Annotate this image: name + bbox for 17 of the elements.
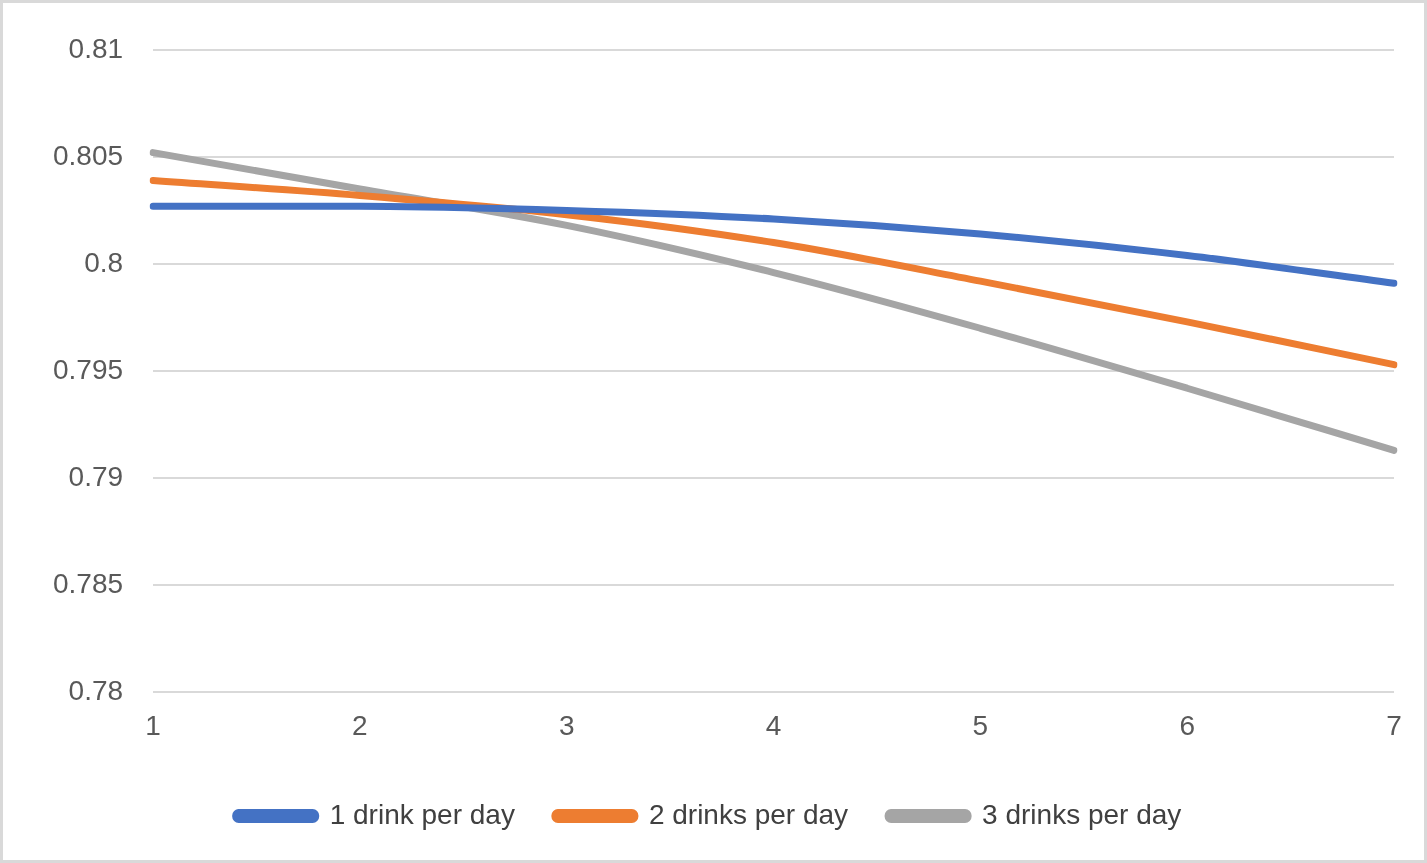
y-tick-label: 0.795 bbox=[52, 353, 124, 385]
x-tick-label: 7 bbox=[1386, 709, 1402, 741]
x-tick-label: 4 bbox=[765, 709, 782, 741]
legend-label: 1 drink per day bbox=[329, 798, 515, 830]
y-tick-label: 0.8 bbox=[84, 246, 124, 278]
x-tick-label: 1 bbox=[145, 709, 161, 741]
y-tick-label: 0.785 bbox=[52, 568, 124, 600]
legend-label: 2 drinks per day bbox=[648, 798, 849, 830]
x-tick-label: 5 bbox=[972, 709, 989, 741]
legend-label: 3 drinks per day bbox=[982, 798, 1182, 830]
x-tick-label: 2 bbox=[352, 709, 368, 741]
y-tick-label: 0.79 bbox=[68, 460, 124, 492]
y-tick-label: 0.78 bbox=[68, 675, 124, 707]
x-tick-label: 3 bbox=[558, 709, 575, 741]
y-tick-label: 0.81 bbox=[68, 32, 124, 64]
x-tick-label: 6 bbox=[1179, 709, 1195, 741]
y-tick-label: 0.805 bbox=[52, 139, 124, 171]
